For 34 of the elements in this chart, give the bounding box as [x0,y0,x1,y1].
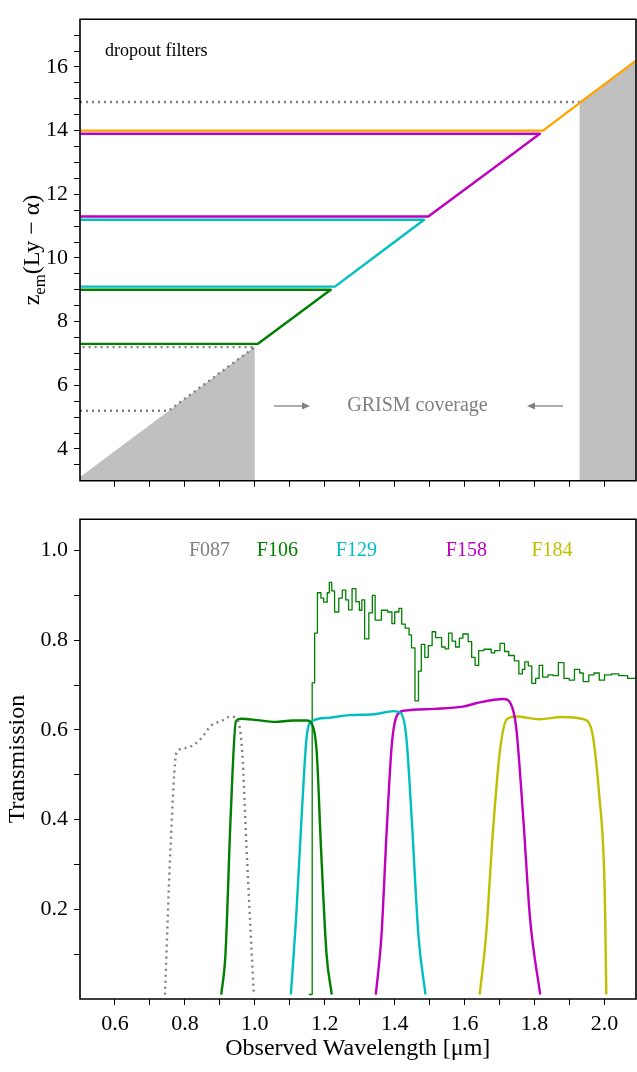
x-tick-label: 1.6 [450,1009,479,1035]
x-tick-label: 1.8 [520,1009,549,1035]
annotation: dropout filters [105,40,208,61]
text: F184 [531,538,573,561]
text: F158 [445,538,487,561]
y-axis-title: zem(Ly − α) [18,194,49,306]
y-axis-title: Transmission [3,694,30,824]
y-tick-label: 16 [46,52,68,78]
x-tick-label: 1.0 [241,1009,269,1035]
line-series [374,697,542,996]
y-tick-label: 8 [57,307,68,333]
x-tick-label: 2.0 [590,1009,619,1035]
y-tick-label: 4 [57,434,68,460]
y-tick-label: 0.4 [40,805,68,831]
x-tick-label: 0.6 [101,1009,129,1035]
text: F087 [188,538,231,561]
y-tick-label: 6 [57,371,68,397]
text: F106 [256,538,298,561]
line-series [163,715,255,996]
text: F129 [335,538,377,561]
line-series [289,709,427,996]
y-tick-label: 10 [46,243,68,269]
y-tick-label: 0.8 [40,626,68,652]
x-tick-label: 1.2 [311,1009,339,1035]
y-tick-label: 0.6 [40,715,68,741]
x-tick-label: 1.4 [380,1009,409,1035]
y-tick-label: 14 [46,116,68,142]
x-axis-title: Observed Wavelength [μm] [225,1034,491,1061]
y-tick-label: 12 [46,180,68,206]
x-tick-label: 0.8 [171,1009,199,1035]
annotation: GRISM coverage [347,392,488,416]
y-tick-label: 1.0 [40,536,68,562]
y-tick-label: 0.2 [40,895,68,921]
line-series [478,715,608,996]
